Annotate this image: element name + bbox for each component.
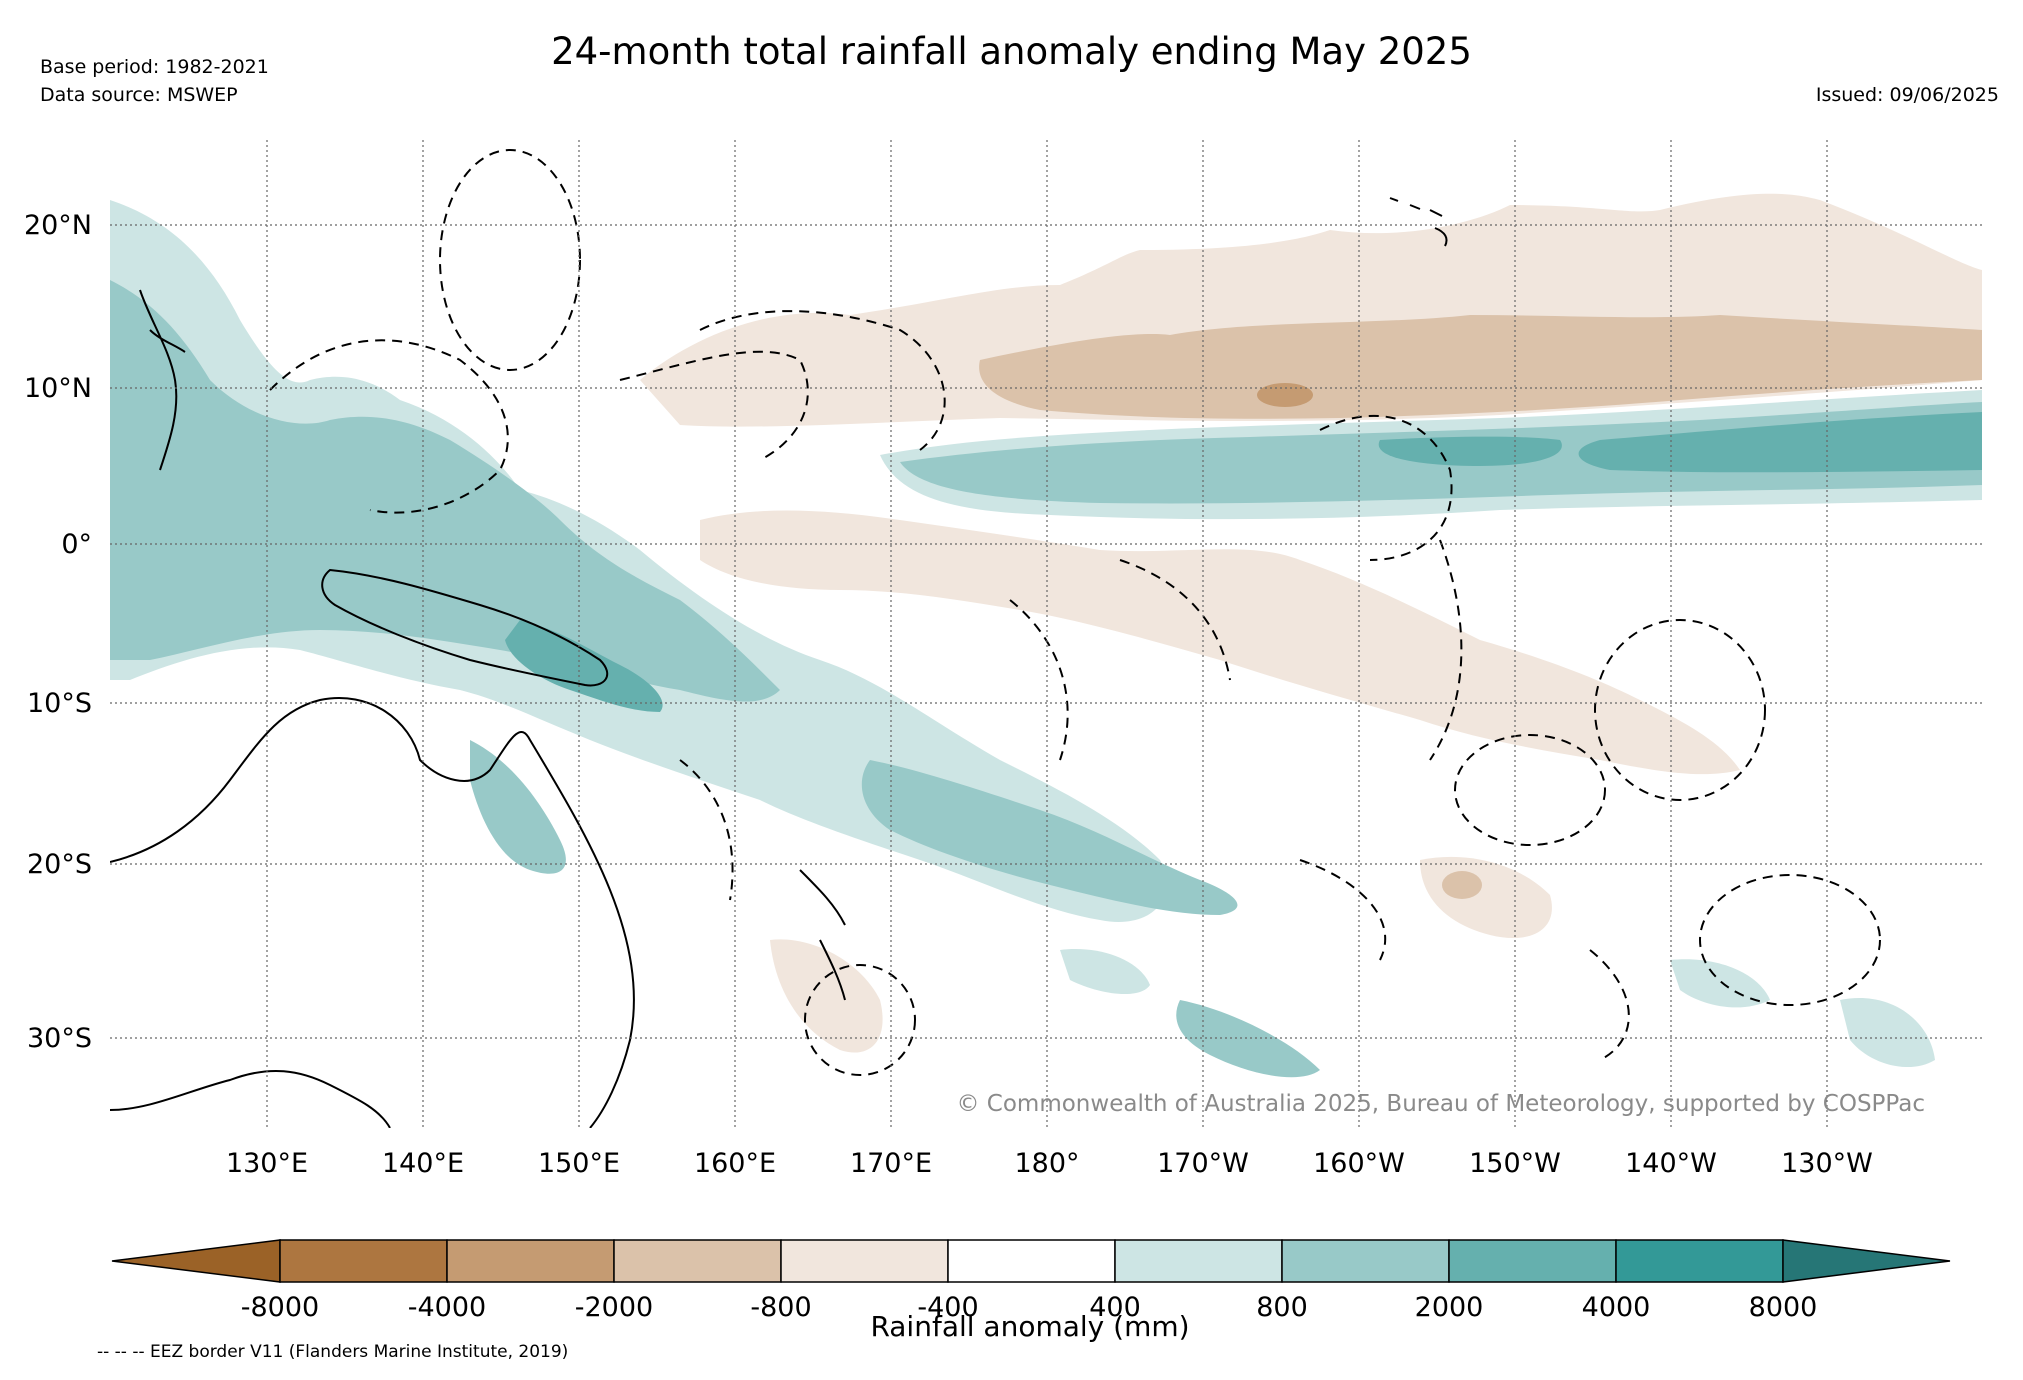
colorbar-segment (947, 1239, 1116, 1283)
colorbar-tick-label: -8000 (241, 1292, 319, 1323)
colorbar-segment (613, 1239, 782, 1283)
philippines-coastline (139, 289, 186, 471)
solomon-sea-wet (505, 620, 663, 712)
lat-label-20n: 20°N (24, 210, 92, 241)
map-credit: © Commonwealth of Australia 2025, Bureau… (956, 1091, 1925, 1117)
itcz-wet-strong-west (1378, 436, 1562, 466)
data-source-label: Data source: MSWEP (40, 84, 238, 106)
southern-australia-coastline (110, 1070, 391, 1128)
lon-labels: 130°E 140°E 150°E 160°E 170°E 180° 170°W… (226, 1148, 1873, 1179)
south-pacific-dry-core (1442, 871, 1482, 899)
colorbar-tick-label: -2000 (575, 1292, 653, 1323)
lon-label-150w: 150°W (1469, 1148, 1561, 1179)
south-pacific-wet-patch-2 (1176, 1000, 1320, 1078)
itcz-wet-strong (1578, 412, 1982, 473)
lon-label-160w: 160°W (1313, 1148, 1405, 1179)
colorbar-segment (1281, 1239, 1450, 1283)
lon-label-180: 180° (1014, 1148, 1079, 1179)
lon-label-130e: 130°E (226, 1148, 308, 1179)
lon-label-140w: 140°W (1625, 1148, 1717, 1179)
colorbar-segment (1615, 1239, 1784, 1283)
west-pacific-wet (110, 280, 780, 702)
map-panel: © Commonwealth of Australia 2025, Bureau… (110, 140, 1982, 1128)
colorbar-segment (279, 1239, 448, 1283)
colorbar-segment (1448, 1239, 1617, 1283)
south-pacific-wet-patch-3 (1670, 959, 1770, 1008)
lat-labels: 20°N 10°N 0° 10°S 20°S 30°S (24, 210, 92, 1054)
lon-label-160e: 160°E (694, 1148, 776, 1179)
lat-label-20s: 20°S (27, 849, 92, 880)
issued-date-label: Issued: 09/06/2025 (1815, 84, 1999, 106)
colorbar-tick-label: 800 (1256, 1292, 1308, 1323)
colorbar-tick-labels: -8000 -4000 -2000 -800 -400 400 800 2000 4000 800… (241, 1292, 1818, 1323)
coral-sea-wet (470, 740, 566, 874)
lat-label-10s: 10°S (27, 688, 92, 719)
colorbar-tick-label: 4000 (1582, 1292, 1651, 1323)
new-zealand-coastline (799, 869, 846, 1001)
lon-label-130w: 130°W (1781, 1148, 1873, 1179)
lon-label-170e: 170°E (850, 1148, 932, 1179)
australia-coastline (110, 697, 635, 1128)
lat-label-equator: 0° (61, 529, 92, 560)
new-guinea-coastline (321, 568, 609, 687)
colorbar-tick-label: 400 (1089, 1292, 1141, 1323)
colorbar-tick-label: 2000 (1415, 1292, 1484, 1323)
colorbar-segment (1114, 1239, 1283, 1283)
eez-border-legend: -- -- -- EEZ border V11 (Flanders Marine… (97, 1342, 569, 1362)
north-pacific-dry-spot (1257, 383, 1313, 407)
colorbar-extend-low (111, 1239, 281, 1283)
colorbar-segment (780, 1239, 949, 1283)
south-pacific-wet-patch-4 (1840, 998, 1935, 1068)
colorbar-tick-label: -400 (917, 1292, 978, 1323)
colorbar-segment (446, 1239, 615, 1283)
eez-borders (269, 149, 1881, 1076)
tasman-dry-patch (770, 939, 883, 1053)
north-pacific-dry-core (979, 315, 1982, 419)
colorbar-label: Rainfall anomaly (mm) (870, 1310, 1189, 1343)
lon-label-140e: 140°E (382, 1148, 464, 1179)
base-period-label: Base period: 1982-2021 (40, 56, 269, 78)
hawaii-islands (1389, 197, 1448, 247)
south-pacific-wet-patch-1 (1060, 949, 1150, 995)
lat-label-30s: 30°S (27, 1023, 92, 1054)
central-south-pacific-dry (700, 510, 1740, 775)
west-pacific-wet-outer (110, 200, 1167, 922)
south-pacific-convergence-wet (861, 760, 1238, 915)
lon-label-170w: 170°W (1157, 1148, 1249, 1179)
map-title: 24-month total rainfall anomaly ending M… (551, 30, 1472, 73)
graticule (110, 140, 1982, 1128)
colorbar (111, 1239, 1951, 1283)
colorbar-tick-label: -4000 (408, 1292, 486, 1323)
colorbar-extend-high (1782, 1239, 1951, 1283)
colorbar-tick-label: 8000 (1749, 1292, 1818, 1323)
lat-label-10n: 10°N (24, 373, 92, 404)
lon-label-150e: 150°E (538, 1148, 620, 1179)
colorbar-tick-label: -800 (750, 1292, 811, 1323)
